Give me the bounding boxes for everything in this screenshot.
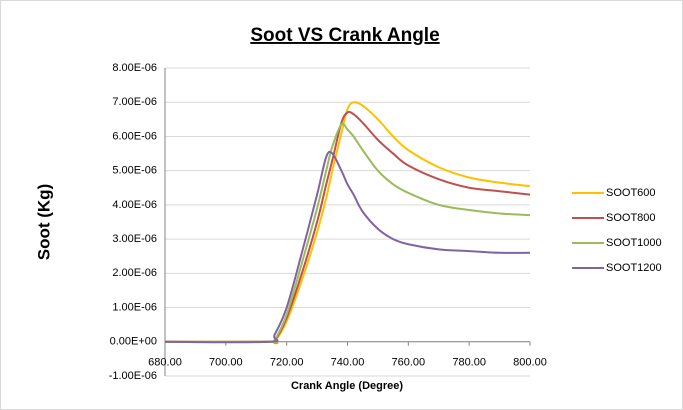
y-tick-label: 3.00E-06 [112,233,157,245]
series-line [164,122,531,344]
y-tick-label: 5.00E-06 [112,165,157,177]
x-tick-label: 760.00 [392,357,426,369]
y-tick-label: 7.00E-06 [112,96,157,108]
y-tick-label: 1.00E-06 [112,301,157,313]
x-tick-label: 780.00 [452,357,486,369]
legend-label: SOOT600 [606,187,656,199]
x-tick-label: 720.00 [270,357,304,369]
y-tick-label: -1.00E-06 [109,370,157,382]
y-tick-label: 4.00E-06 [112,199,157,211]
chart-title: Soot VS Crank Angle [250,25,439,46]
series-line [164,150,531,344]
y-tick-label: 8.00E-06 [112,62,157,74]
x-tick-label: 800.00 [513,357,547,369]
x-tick-label: 680.00 [148,357,182,369]
y-tick-label: 6.00E-06 [112,130,157,142]
x-tick-label: 740.00 [331,357,365,369]
y-axis-label: Soot (Kg) [34,184,53,260]
series-line [164,101,531,345]
x-tick-label: 700.00 [209,357,243,369]
x-axis-label: Crank Angle (Degree) [291,380,403,392]
y-tick-label: 0.00E+00 [110,336,157,348]
legend-label: SOOT800 [606,212,656,224]
legend-label: SOOT1000 [606,237,662,249]
y-tick-label: 2.00E-06 [112,267,157,279]
legend-label: SOOT1200 [606,262,662,274]
